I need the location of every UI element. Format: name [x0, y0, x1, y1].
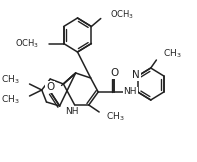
Text: OCH$_3$: OCH$_3$ [110, 8, 134, 21]
Text: OCH$_3$: OCH$_3$ [15, 37, 39, 50]
Text: CH$_3$: CH$_3$ [106, 111, 124, 123]
Text: NH: NH [124, 87, 137, 97]
Text: N: N [132, 70, 140, 80]
Text: CH$_3$: CH$_3$ [2, 94, 20, 106]
Text: NH: NH [65, 106, 79, 116]
Text: O: O [46, 82, 54, 92]
Text: CH$_3$: CH$_3$ [163, 48, 182, 60]
Text: O: O [110, 68, 118, 78]
Text: CH$_3$: CH$_3$ [2, 74, 20, 86]
